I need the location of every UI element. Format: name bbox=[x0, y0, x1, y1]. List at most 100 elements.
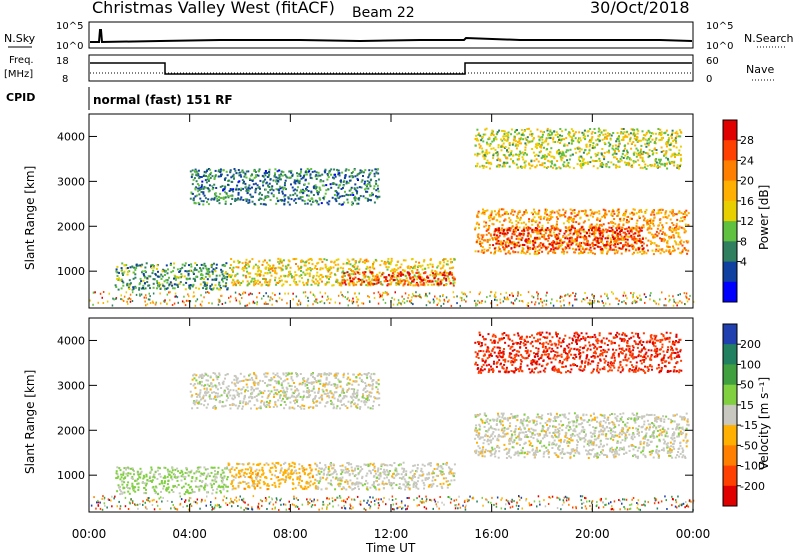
range-cell bbox=[560, 251, 563, 254]
range-cell bbox=[339, 266, 342, 269]
range-cell bbox=[596, 211, 598, 214]
range-cell bbox=[359, 278, 362, 281]
range-cell bbox=[597, 130, 600, 133]
range-cell bbox=[531, 134, 534, 137]
range-cell bbox=[498, 164, 501, 167]
range-cell bbox=[312, 280, 315, 283]
ground-scatter-cell bbox=[526, 304, 529, 307]
ground-scatter-cell bbox=[688, 298, 690, 301]
range-cell bbox=[586, 244, 589, 246]
range-cell bbox=[510, 247, 513, 250]
ground-scatter-cell bbox=[193, 295, 196, 298]
range-cell bbox=[585, 145, 588, 148]
range-cell bbox=[556, 151, 558, 154]
range-cell bbox=[335, 200, 338, 203]
range-cell bbox=[119, 279, 122, 282]
range-cell bbox=[488, 246, 491, 249]
range-cell bbox=[345, 193, 348, 196]
range-cell bbox=[323, 184, 326, 187]
range-cell bbox=[484, 152, 487, 155]
range-cell bbox=[574, 227, 576, 230]
range-cell bbox=[637, 159, 640, 162]
range-cell bbox=[584, 248, 587, 251]
range-cell bbox=[660, 137, 663, 139]
range-cell bbox=[637, 129, 640, 132]
range-cell bbox=[482, 234, 485, 237]
range-cell bbox=[476, 164, 478, 167]
range-cell bbox=[209, 287, 212, 290]
range-cell bbox=[494, 249, 497, 252]
range-cell bbox=[117, 288, 120, 291]
range-cell bbox=[488, 238, 491, 241]
range-cell bbox=[579, 242, 581, 245]
range-cell bbox=[531, 148, 534, 150]
range-cell bbox=[258, 273, 261, 276]
range-cell bbox=[577, 139, 580, 142]
range-cell bbox=[611, 248, 614, 251]
range-cell bbox=[255, 282, 258, 284]
ground-scatter-cell bbox=[617, 303, 620, 306]
range-cell bbox=[513, 246, 516, 249]
range-cell bbox=[601, 242, 604, 245]
range-cell bbox=[517, 221, 520, 224]
range-cell bbox=[250, 196, 253, 199]
range-cell bbox=[683, 228, 686, 231]
range-cell bbox=[446, 260, 449, 263]
range-cell bbox=[264, 171, 267, 174]
range-cell bbox=[504, 218, 507, 221]
range-cell bbox=[281, 284, 284, 287]
range-cell bbox=[532, 247, 534, 250]
range-cell bbox=[258, 260, 261, 263]
range-cell bbox=[610, 214, 613, 216]
range-cell bbox=[404, 275, 407, 277]
range-cell bbox=[259, 270, 262, 273]
range-cell bbox=[407, 281, 410, 284]
ground-scatter-cell bbox=[461, 299, 463, 302]
range-cell bbox=[145, 484, 147, 487]
range-cell bbox=[366, 180, 369, 183]
ground-scatter-cell bbox=[369, 300, 371, 303]
range-cell bbox=[315, 187, 318, 189]
range-cell bbox=[523, 226, 526, 229]
ground-scatter-cell bbox=[217, 298, 220, 301]
range-cell bbox=[545, 138, 548, 141]
range-cell bbox=[386, 284, 389, 287]
range-cell bbox=[411, 271, 414, 274]
range-cell bbox=[623, 217, 626, 220]
range-cell bbox=[610, 134, 613, 137]
range-cell bbox=[488, 136, 491, 139]
range-cell bbox=[502, 228, 505, 231]
range-cell bbox=[362, 195, 365, 198]
range-cell bbox=[367, 198, 370, 201]
range-cell bbox=[628, 249, 631, 252]
range-cell bbox=[600, 152, 603, 155]
range-cell bbox=[407, 273, 410, 276]
range-cell bbox=[597, 229, 600, 231]
ground-scatter-cell bbox=[276, 300, 278, 303]
range-cell bbox=[213, 262, 215, 265]
range-cell bbox=[660, 163, 663, 166]
range-cell bbox=[326, 173, 329, 175]
range-cell bbox=[498, 227, 501, 230]
range-cell bbox=[511, 210, 514, 213]
range-cell bbox=[652, 152, 655, 154]
range-cell bbox=[181, 266, 184, 269]
range-cell bbox=[657, 232, 660, 235]
ground-scatter-cell bbox=[511, 294, 514, 297]
range-cell bbox=[200, 200, 203, 203]
range-cell bbox=[431, 280, 434, 283]
range-cell bbox=[644, 151, 647, 154]
range-cell bbox=[161, 283, 164, 286]
range-cell bbox=[616, 251, 619, 254]
range-cell bbox=[503, 235, 506, 238]
range-cell bbox=[641, 237, 644, 240]
ground-scatter-cell bbox=[323, 302, 326, 305]
range-cell bbox=[490, 251, 492, 254]
range-cell bbox=[629, 212, 632, 215]
ground-scatter-cell bbox=[108, 292, 110, 295]
range-cell bbox=[332, 266, 335, 269]
range-cell bbox=[598, 135, 601, 138]
range-cell bbox=[142, 284, 145, 287]
range-cell bbox=[321, 173, 324, 176]
range-cell bbox=[430, 280, 433, 283]
